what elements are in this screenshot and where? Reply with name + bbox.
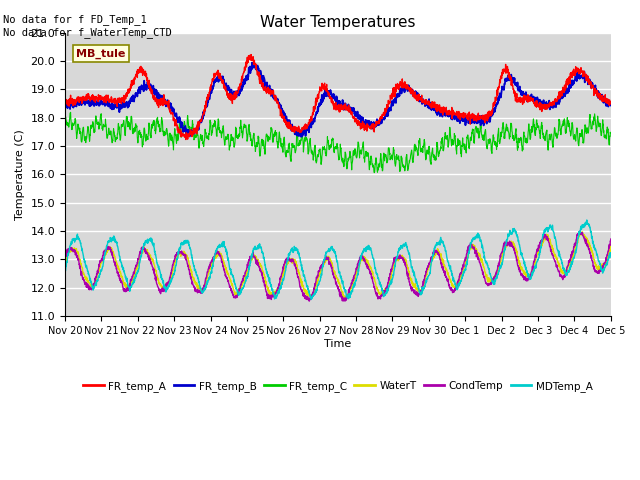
Legend: FR_temp_A, FR_temp_B, FR_temp_C, WaterT, CondTemp, MDTemp_A: FR_temp_A, FR_temp_B, FR_temp_C, WaterT,… xyxy=(79,377,596,396)
WaterT xyxy=(497,259,504,265)
FR_temp_C xyxy=(607,130,614,135)
FR_temp_B xyxy=(354,115,362,120)
Y-axis label: Temperature (C): Temperature (C) xyxy=(15,129,25,220)
WaterT xyxy=(61,261,69,267)
WaterT xyxy=(213,252,221,258)
WaterT xyxy=(574,237,582,243)
MDTemp_A xyxy=(559,263,566,268)
FR_temp_B xyxy=(213,74,221,80)
MDTemp_A xyxy=(574,235,582,240)
FR_temp_B xyxy=(559,95,567,100)
FR_temp_C xyxy=(574,141,582,146)
FR_temp_C xyxy=(497,130,505,135)
FR_temp_C xyxy=(366,164,374,169)
WaterT xyxy=(366,263,374,268)
CondTemp xyxy=(497,254,504,260)
Line: CondTemp: CondTemp xyxy=(65,231,611,301)
CondTemp xyxy=(559,277,566,283)
FR_temp_A xyxy=(574,69,582,74)
Line: FR_temp_B: FR_temp_B xyxy=(65,63,611,137)
CondTemp xyxy=(607,236,614,242)
FR_temp_A xyxy=(182,137,189,143)
FR_temp_B xyxy=(607,99,614,105)
MDTemp_A xyxy=(497,265,504,271)
Line: MDTemp_A: MDTemp_A xyxy=(65,220,611,300)
FR_temp_A xyxy=(214,69,221,75)
Line: FR_temp_C: FR_temp_C xyxy=(65,112,611,173)
WaterT xyxy=(579,229,586,235)
MDTemp_A xyxy=(583,217,591,223)
FR_temp_B xyxy=(497,95,505,100)
FR_temp_C xyxy=(559,121,567,127)
FR_temp_A xyxy=(354,118,362,123)
FR_temp_C xyxy=(67,109,74,115)
FR_temp_A xyxy=(366,124,374,130)
FR_temp_C xyxy=(61,116,69,122)
WaterT xyxy=(607,240,614,246)
FR_temp_B xyxy=(366,121,374,127)
Line: FR_temp_A: FR_temp_A xyxy=(65,55,611,140)
FR_temp_A xyxy=(497,76,505,82)
FR_temp_A xyxy=(559,84,567,90)
Text: MB_tule: MB_tule xyxy=(76,48,125,59)
MDTemp_A xyxy=(366,245,374,251)
FR_temp_B xyxy=(248,60,256,66)
MDTemp_A xyxy=(354,271,362,276)
X-axis label: Time: Time xyxy=(324,338,351,348)
Line: WaterT: WaterT xyxy=(65,232,611,299)
FR_temp_A xyxy=(607,101,614,107)
FR_temp_B xyxy=(298,134,305,140)
MDTemp_A xyxy=(607,252,614,258)
CondTemp xyxy=(366,269,374,275)
CondTemp xyxy=(574,231,582,237)
FR_temp_B xyxy=(574,74,582,80)
FR_temp_C xyxy=(371,170,378,176)
WaterT xyxy=(354,268,362,274)
FR_temp_C xyxy=(214,125,221,131)
MDTemp_A xyxy=(307,297,315,302)
Title: Water Temperatures: Water Temperatures xyxy=(260,15,415,30)
FR_temp_B xyxy=(61,103,69,109)
FR_temp_A xyxy=(61,101,69,107)
Text: No data for f FD_Temp_1
No data for f_WaterTemp_CTD: No data for f FD_Temp_1 No data for f_Wa… xyxy=(3,14,172,38)
CondTemp xyxy=(575,228,583,234)
CondTemp xyxy=(305,298,313,304)
CondTemp xyxy=(213,249,221,254)
WaterT xyxy=(341,296,349,302)
WaterT xyxy=(559,269,566,275)
MDTemp_A xyxy=(61,268,69,274)
CondTemp xyxy=(354,263,362,268)
FR_temp_A xyxy=(247,52,255,58)
CondTemp xyxy=(61,254,69,260)
MDTemp_A xyxy=(213,245,221,251)
FR_temp_C xyxy=(354,144,362,149)
